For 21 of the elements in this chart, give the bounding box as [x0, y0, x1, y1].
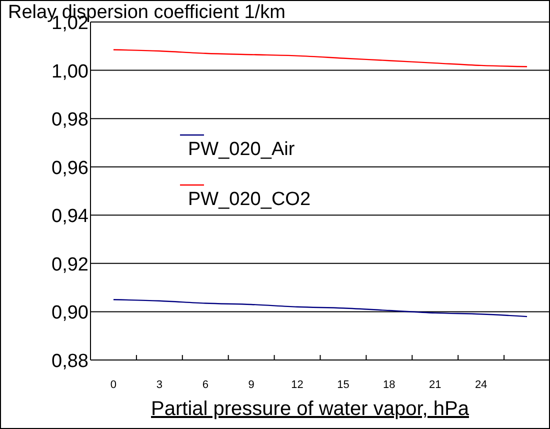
x-tick-label: 21: [429, 379, 442, 391]
x-axis-title: Partial pressure of water vapor, hPa: [151, 398, 470, 420]
x-tick-label: 12: [291, 379, 304, 391]
line-series: [112, 49, 528, 68]
legend-label: PW_020_Air: [188, 139, 296, 160]
x-tick-label: 9: [248, 379, 254, 391]
legend-label: PW_020_CO2: [188, 189, 311, 210]
line-series: [112, 299, 528, 318]
x-tick-label: 15: [337, 379, 350, 391]
y-tick-label: 0,88: [52, 351, 88, 372]
x-tick-label: 18: [383, 379, 396, 391]
x-tick-label: 3: [156, 379, 162, 391]
y-tick-label: 1,00: [52, 61, 88, 82]
y-tick-label: 0,98: [52, 110, 88, 131]
x-tick-label: 6: [202, 379, 208, 391]
y-tick-label: 0,90: [52, 302, 88, 324]
x-tick-label: 24: [474, 379, 488, 391]
y-tick-label: 0,96: [52, 158, 88, 179]
y-tick-label: 0,94: [52, 206, 89, 228]
x-tick-label: 0: [110, 379, 117, 391]
y-tick-label: 0,92: [52, 254, 88, 276]
